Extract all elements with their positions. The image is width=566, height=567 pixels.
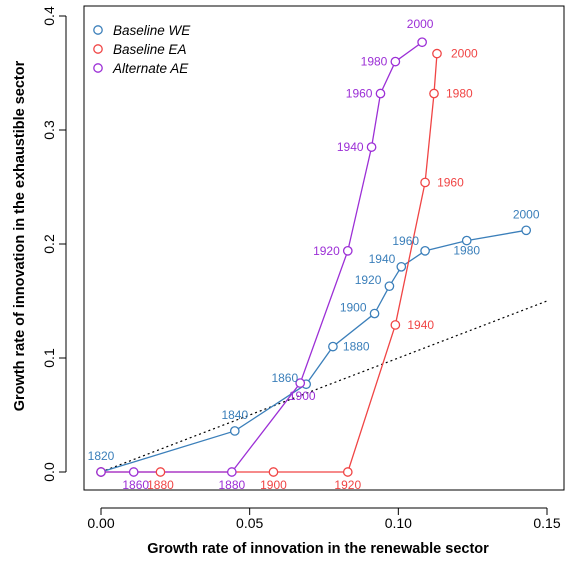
data-label: 1840 xyxy=(221,408,248,422)
y-tick-label: 0.2 xyxy=(41,234,57,254)
data-label: 2000 xyxy=(451,47,478,61)
data-point xyxy=(420,245,430,256)
legend-marker xyxy=(93,63,103,73)
data-label: 1960 xyxy=(346,87,373,101)
data-label: 1860 xyxy=(122,478,149,492)
data-label: 1940 xyxy=(337,140,364,154)
data-point xyxy=(342,245,353,256)
data-label: 1880 xyxy=(147,478,174,492)
data-label: 1980 xyxy=(446,87,473,101)
data-point xyxy=(396,261,407,272)
data-point xyxy=(429,88,439,99)
x-tick-label: 0.00 xyxy=(87,515,114,531)
legend: Baseline WE Baseline EA Alternate AE xyxy=(93,23,191,76)
data-label: 1900 xyxy=(260,478,287,492)
data-point xyxy=(375,88,386,99)
point-labels-group: 1820184018601880190019201940196019802000… xyxy=(88,17,540,492)
data-label: 1920 xyxy=(313,244,340,258)
data-label: 1940 xyxy=(369,252,396,266)
data-point xyxy=(155,467,166,477)
y-tick-label: 0.4 xyxy=(41,6,57,26)
series-line xyxy=(100,229,527,473)
data-point xyxy=(420,177,430,188)
data-label: 1900 xyxy=(289,389,316,403)
data-point xyxy=(295,378,306,388)
data-label: 1940 xyxy=(407,318,434,332)
data-label: 1960 xyxy=(437,175,464,189)
legend-label: Alternate AE xyxy=(112,61,189,76)
data-point xyxy=(328,341,338,352)
x-tick-label: 0.05 xyxy=(236,515,263,531)
y-tick-label: 0.0 xyxy=(41,462,57,482)
legend-label: Baseline WE xyxy=(113,23,191,38)
data-point xyxy=(390,56,401,67)
data-point xyxy=(521,225,532,236)
data-point xyxy=(128,467,139,477)
data-label: 1860 xyxy=(271,371,298,385)
data-point xyxy=(417,37,427,48)
y-tick-label: 0.3 xyxy=(41,120,57,140)
y-tick-label: 0.1 xyxy=(41,348,57,368)
data-point xyxy=(268,467,279,477)
x-axis-label: Growth rate of innovation in the renewab… xyxy=(147,541,489,557)
data-label: 1880 xyxy=(343,340,370,354)
data-point xyxy=(432,48,442,59)
series-group xyxy=(96,37,532,477)
data-point xyxy=(384,281,395,292)
data-label: 1960 xyxy=(392,234,419,248)
axes-group: 0.00 0.05 0.10 0.15 0.0 0.1 0.2 0.3 0.4 xyxy=(41,5,565,531)
data-point xyxy=(226,467,237,477)
data-label: 1980 xyxy=(453,244,480,258)
legend-label: Baseline EA xyxy=(113,42,187,57)
data-label: 1920 xyxy=(334,478,361,492)
data-point xyxy=(229,426,240,436)
y-axis-label: Growth rate of innovation in the exhaust… xyxy=(12,60,28,411)
data-label: 1820 xyxy=(88,449,115,463)
plot-frame xyxy=(83,5,565,491)
data-point xyxy=(461,235,472,246)
legend-marker xyxy=(93,44,103,54)
x-tick-label: 0.10 xyxy=(385,515,412,531)
x-tick-label: 0.15 xyxy=(533,515,560,531)
data-label: 2000 xyxy=(513,207,540,221)
data-label: 1920 xyxy=(355,273,382,287)
data-point xyxy=(369,308,380,319)
data-label: 2000 xyxy=(407,17,434,31)
data-point xyxy=(390,320,401,330)
data-point xyxy=(366,142,377,152)
legend-marker xyxy=(93,25,103,35)
data-point xyxy=(96,467,106,477)
data-label: 1880 xyxy=(218,478,245,492)
data-point xyxy=(342,467,353,477)
data-label: 1980 xyxy=(361,55,388,69)
data-label: 1900 xyxy=(340,301,367,315)
